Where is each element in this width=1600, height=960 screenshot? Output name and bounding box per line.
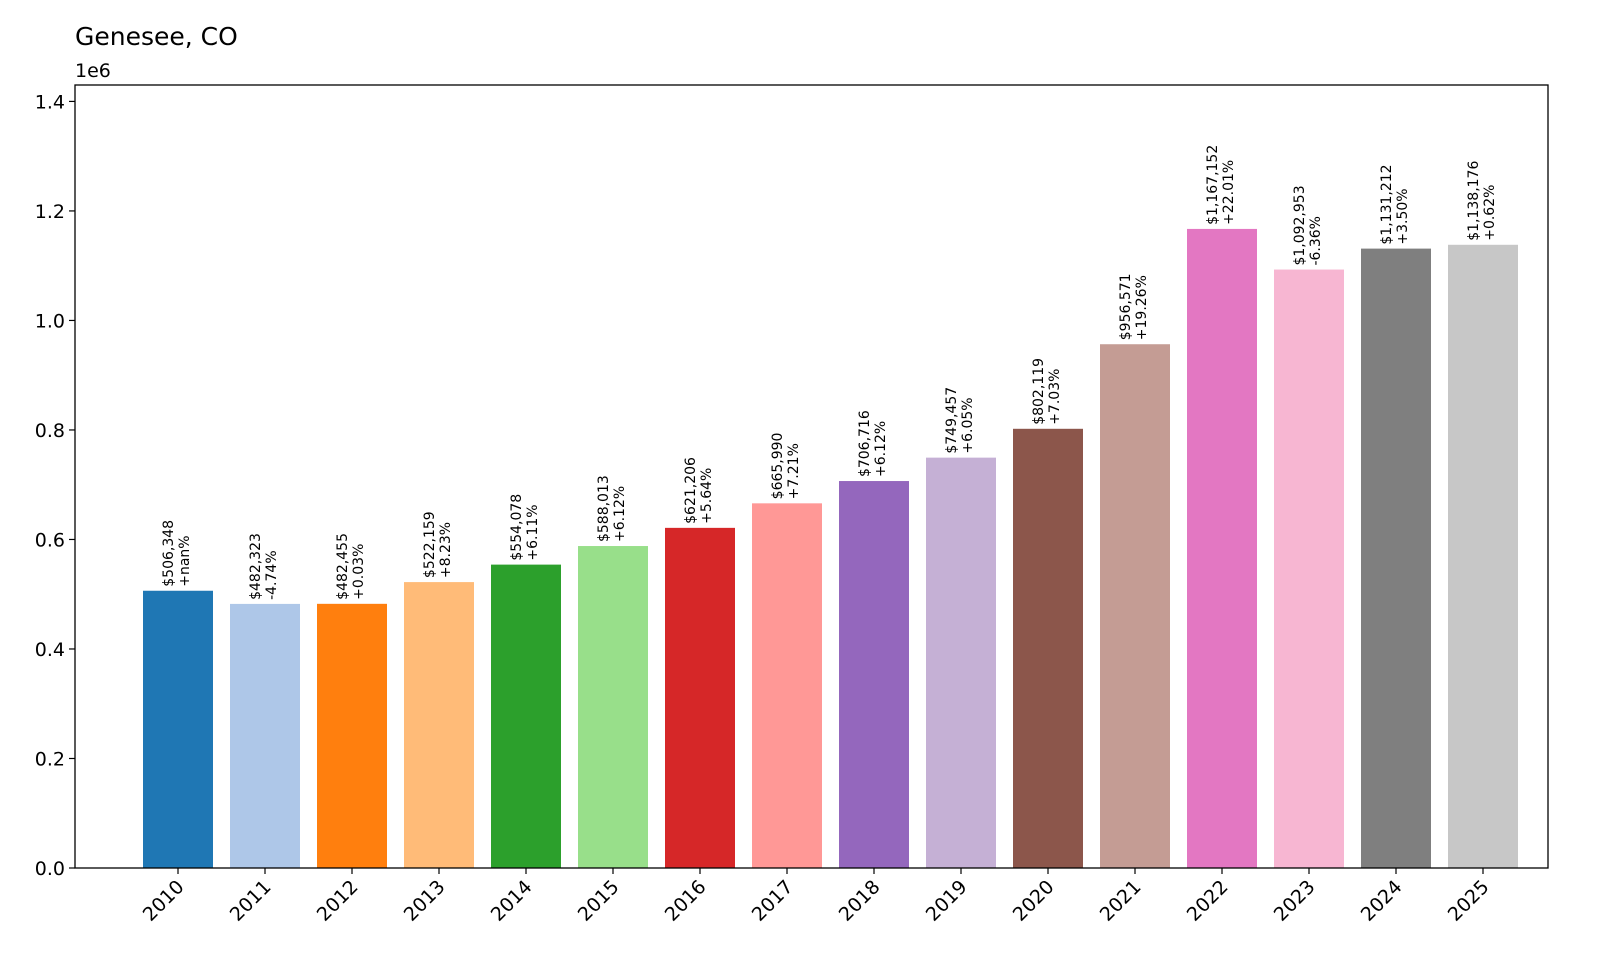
x-tick-label-2011: 2011 [226, 876, 276, 926]
bar-value-label-2023: $1,092,953 [1292, 185, 1308, 265]
y-tick-label-1.4: 1.4 [35, 91, 65, 113]
x-tick-label-2010: 2010 [139, 876, 189, 926]
bar-change-label-2019: +6.05% [960, 397, 976, 453]
bar-2025 [1448, 244, 1518, 868]
x-tick-label-2018: 2018 [835, 876, 885, 926]
bar-value-label-2024: $1,131,212 [1379, 164, 1395, 244]
bar-change-label-2025: +0.62% [1482, 185, 1498, 241]
x-tick-label-2015: 2015 [574, 876, 624, 926]
bar-change-label-2015: +6.12% [612, 486, 628, 542]
bar-2022 [1187, 228, 1257, 868]
y-axis-offset-label: 1e6 [75, 60, 111, 82]
bar-value-label-2017: $665,990 [770, 433, 786, 500]
x-tick-label-2017: 2017 [748, 876, 798, 926]
x-tick-label-2023: 2023 [1270, 876, 1320, 926]
bars-group [143, 228, 1518, 869]
x-tick-label-2025: 2025 [1444, 876, 1494, 926]
y-tick-label-0.6: 0.6 [35, 529, 65, 551]
bar-value-label-2011: $482,323 [248, 533, 264, 600]
bar-change-label-2021: +19.26% [1134, 275, 1150, 340]
bar-value-label-2012: $482,455 [335, 533, 351, 600]
y-axis: 0.0 0.2 0.4 0.6 0.8 1.0 1.2 1.4 [35, 91, 75, 880]
bar-change-label-2023: -6.36% [1308, 216, 1324, 266]
x-tick-label-2012: 2012 [313, 876, 363, 926]
bar-2015 [578, 546, 648, 868]
bar-change-label-2020: +7.03% [1047, 369, 1063, 425]
bar-change-label-2011: -4.74% [264, 550, 280, 600]
bar-2023 [1274, 269, 1344, 868]
x-tick-label-2024: 2024 [1357, 876, 1407, 926]
bar-change-label-2018: +6.12% [873, 421, 889, 477]
bar-change-label-2022: +22.01% [1221, 160, 1237, 225]
bar-2021 [1100, 344, 1170, 869]
bar-value-label-2014: $554,078 [509, 494, 525, 561]
bar-2011 [230, 603, 300, 868]
bar-2016 [665, 527, 735, 868]
bar-2024 [1361, 248, 1431, 868]
plot-frame [74, 84, 1549, 869]
bar-2014 [491, 564, 561, 868]
bar-value-label-2016: $621,206 [683, 457, 699, 524]
bar-value-label-2020: $802,119 [1031, 358, 1047, 425]
bar-labels-group: $506,348 +nan% $482,323 -4.74% $482,455 +0.03… [161, 145, 1498, 600]
bar-value-label-2022: $1,167,152 [1205, 145, 1221, 225]
bar-2017 [752, 503, 822, 868]
bar-2013 [404, 582, 474, 868]
y-tick-label-0.8: 0.8 [35, 420, 65, 442]
x-tick-label-2021: 2021 [1096, 876, 1146, 926]
bar-value-label-2025: $1,138,176 [1466, 161, 1482, 241]
bar-change-label-2010: +nan% [177, 535, 193, 586]
bar-2019 [926, 457, 996, 868]
x-tick-label-2016: 2016 [661, 876, 711, 926]
chart-title: Genesee, CO [75, 22, 238, 51]
bar-change-label-2014: +6.11% [525, 504, 541, 560]
y-tick-label-0.0: 0.0 [35, 858, 65, 880]
x-tick-label-2019: 2019 [922, 876, 972, 926]
y-tick-label-1.2: 1.2 [35, 201, 65, 223]
x-axis: 2010 2011 2012 2013 2014 2015 2016 2017 2018 2019… [139, 868, 1494, 926]
bar-2020 [1013, 428, 1083, 868]
bar-change-label-2016: +5.64% [699, 468, 715, 524]
bar-change-label-2013: +8.23% [438, 522, 454, 578]
bar-2010 [143, 590, 213, 868]
x-tick-label-2013: 2013 [400, 876, 450, 926]
bar-change-label-2024: +3.50% [1395, 188, 1411, 244]
bar-value-label-2010: $506,348 [161, 520, 177, 587]
x-tick-label-2014: 2014 [487, 876, 537, 926]
y-tick-label-1.0: 1.0 [35, 310, 65, 332]
bar-value-label-2019: $749,457 [944, 387, 960, 454]
bar-2018 [839, 481, 909, 868]
x-tick-label-2020: 2020 [1009, 876, 1059, 926]
bar-value-label-2013: $522,159 [422, 511, 438, 578]
bar-value-label-2021: $956,571 [1118, 273, 1134, 340]
bar-2012 [317, 603, 387, 868]
bar-change-label-2017: +7.21% [786, 443, 802, 499]
bar-change-label-2012: +0.03% [351, 544, 367, 600]
y-tick-label-0.2: 0.2 [35, 748, 65, 770]
bar-value-label-2018: $706,716 [857, 410, 873, 477]
x-tick-label-2022: 2022 [1183, 876, 1233, 926]
y-tick-label-0.4: 0.4 [35, 639, 65, 661]
bar-value-label-2015: $588,013 [596, 475, 612, 542]
